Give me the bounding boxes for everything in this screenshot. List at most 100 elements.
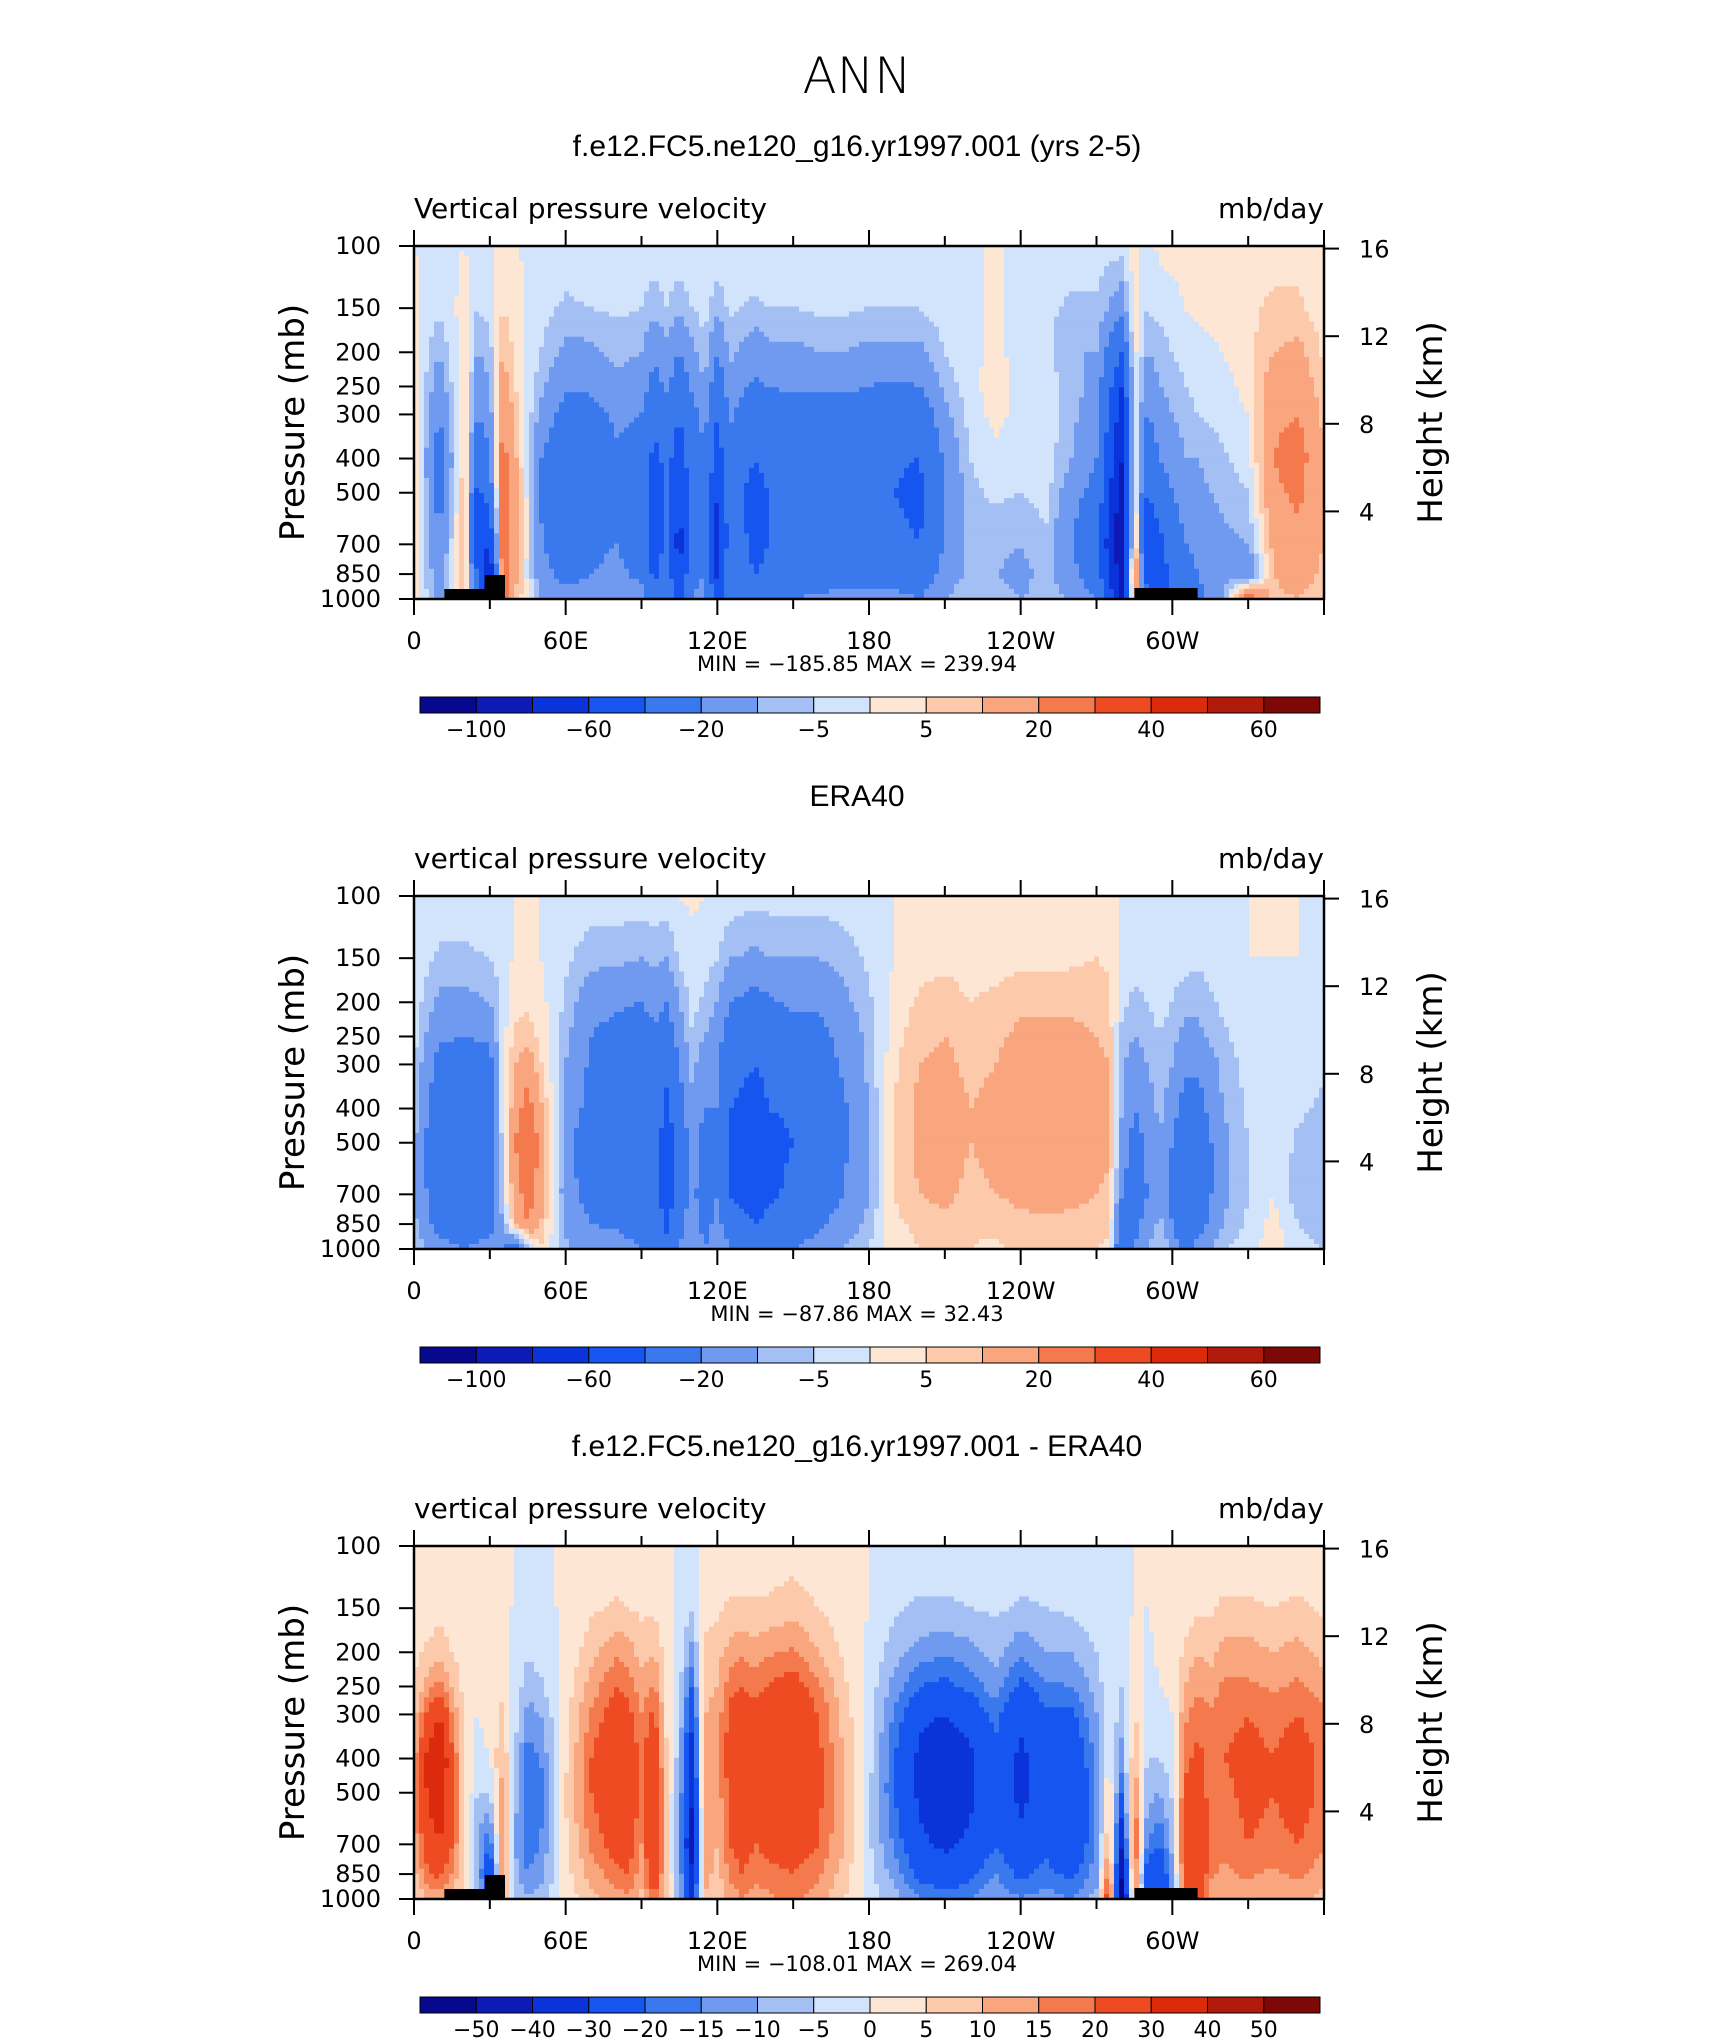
field-cell: [554, 276, 560, 282]
field-cell: [684, 301, 690, 308]
field-cell: [574, 301, 580, 308]
field-cell: [559, 372, 565, 378]
field-cell: [524, 528, 530, 535]
field-cell: [669, 356, 675, 363]
field-cell: [734, 417, 740, 424]
field-cell: [434, 477, 440, 484]
field-cell: [754, 301, 760, 308]
field-cell: [534, 392, 540, 398]
field-cell: [569, 488, 575, 494]
field-cell: [604, 286, 610, 292]
field-cell: [499, 341, 505, 348]
field-cell: [729, 266, 735, 272]
field-cell: [669, 407, 675, 414]
field-cell: [429, 336, 435, 343]
field-cell: [694, 472, 700, 479]
field-cell: [589, 316, 595, 323]
field-cell: [484, 518, 490, 524]
field-cell: [469, 523, 475, 529]
field-cell: [544, 251, 550, 257]
field-cell: [519, 402, 525, 408]
field-cell: [499, 493, 505, 499]
field-cell: [499, 316, 505, 323]
field-cell: [624, 417, 630, 424]
field-cell: [449, 246, 455, 252]
field-cell: [594, 493, 600, 499]
field-cell: [684, 412, 690, 419]
field-cell: [604, 356, 610, 363]
field-cell: [524, 563, 530, 570]
field-cell: [754, 336, 760, 343]
field-cell: [534, 578, 540, 585]
field-cell: [554, 412, 560, 419]
field-cell: [674, 382, 680, 388]
field-cell: [489, 498, 495, 504]
field-cell: [654, 402, 660, 408]
field-cell: [534, 503, 540, 509]
field-cell: [484, 346, 490, 353]
field-cell: [524, 498, 530, 504]
field-cell: [559, 583, 565, 590]
field-cell: [464, 573, 470, 580]
field-cell: [434, 341, 440, 348]
field-cell: [469, 568, 475, 575]
field-cell: [754, 467, 760, 474]
field-cell: [684, 593, 690, 600]
field-cell: [684, 528, 690, 535]
field-cell: [749, 462, 755, 469]
field-cell: [559, 387, 565, 393]
field-cell: [609, 311, 615, 318]
field-cell: [424, 538, 430, 545]
field-cell: [554, 563, 560, 570]
field-cell: [564, 271, 570, 277]
field-cell: [749, 261, 755, 267]
field-cell: [669, 387, 675, 393]
field-cell: [629, 321, 635, 328]
field-cell: [579, 301, 585, 308]
field-cell: [424, 256, 430, 262]
field-cell: [454, 296, 460, 303]
field-cell: [719, 523, 725, 529]
field-cell: [414, 493, 420, 499]
field-cell: [669, 351, 675, 358]
field-cell: [704, 467, 710, 474]
field-cell: [744, 583, 750, 590]
field-cell: [749, 553, 755, 560]
field-cell: [674, 351, 680, 358]
field-cell: [684, 402, 690, 408]
field-cell: [624, 533, 630, 540]
field-cell: [469, 508, 475, 514]
field-cell: [629, 437, 635, 444]
field-cell: [579, 316, 585, 323]
field-cell: [539, 548, 545, 555]
field-cell: [489, 533, 495, 540]
field-cell: [719, 563, 725, 570]
field-cell: [599, 316, 605, 323]
field-cell: [569, 447, 575, 454]
field-cell: [449, 518, 455, 524]
field-cell: [624, 412, 630, 419]
field-cell: [699, 256, 705, 262]
field-cell: [709, 563, 715, 570]
field-cell: [724, 503, 730, 509]
field-cell: [689, 548, 695, 555]
field-cell: [449, 523, 455, 529]
field-cell: [569, 548, 575, 555]
field-cell: [659, 311, 665, 318]
field-cell: [419, 266, 425, 272]
field-cell: [519, 336, 525, 343]
field-cell: [534, 276, 540, 282]
field-cell: [424, 306, 430, 313]
field-cell: [649, 568, 655, 575]
field-cell: [474, 351, 480, 358]
field-cell: [639, 422, 645, 429]
field-cell: [489, 281, 495, 287]
field-cell: [489, 538, 495, 545]
field-cell: [619, 563, 625, 570]
field-cell: [769, 266, 775, 272]
field-cell: [504, 356, 510, 363]
field-cell: [649, 331, 655, 338]
field-cell: [534, 346, 540, 353]
field-cell: [694, 533, 700, 540]
field-cell: [419, 321, 425, 328]
